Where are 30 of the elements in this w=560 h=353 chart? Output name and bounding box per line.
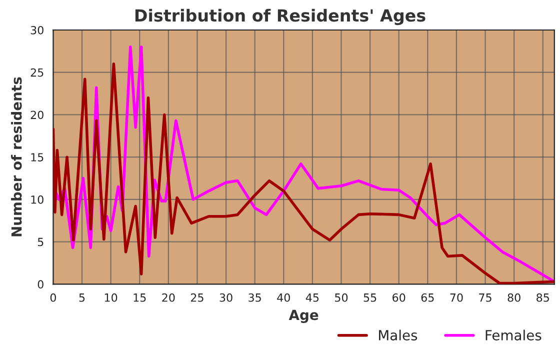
x-tick-label: 50: [335, 293, 348, 302]
x-tick-label: 0: [50, 293, 56, 302]
y-tick-label: 5: [38, 238, 44, 246]
y-tick-label: 25: [30, 68, 44, 77]
x-tick-label: 20: [162, 293, 175, 302]
x-tick-label: 80: [508, 293, 520, 302]
x-tick-label: 10: [104, 293, 118, 302]
legend-label: Females: [486, 330, 542, 340]
legend-label: Males: [379, 330, 418, 340]
x-tick-label: 40: [277, 293, 290, 302]
x-tick-label: 25: [190, 293, 204, 302]
x-tick-label: 45: [306, 294, 319, 302]
y-tick-label: 15: [31, 153, 44, 162]
x-tick-label: 75: [479, 294, 492, 302]
x-axis-title: Age: [288, 310, 318, 323]
x-tick-label: 35: [248, 293, 261, 302]
x-tick-label: 85: [536, 293, 549, 302]
y-tick-label: 30: [30, 26, 44, 34]
y-tick-label: 20: [30, 110, 44, 120]
chart-title: Distribution of Residents' Ages: [135, 8, 426, 26]
x-tick-label: 55: [364, 294, 376, 302]
x-tick-label: 15: [134, 294, 146, 302]
x-tick-label: 65: [421, 293, 434, 302]
y-tick-label: 10: [31, 195, 44, 204]
x-tick-label: 5: [79, 294, 85, 302]
x-tick-label: 70: [450, 293, 463, 302]
x-tick-label: 60: [392, 293, 406, 302]
y-tick-label: 0: [38, 280, 44, 289]
x-tick-label: 30: [220, 293, 232, 302]
y-axis-title: Number of residents: [11, 77, 22, 236]
